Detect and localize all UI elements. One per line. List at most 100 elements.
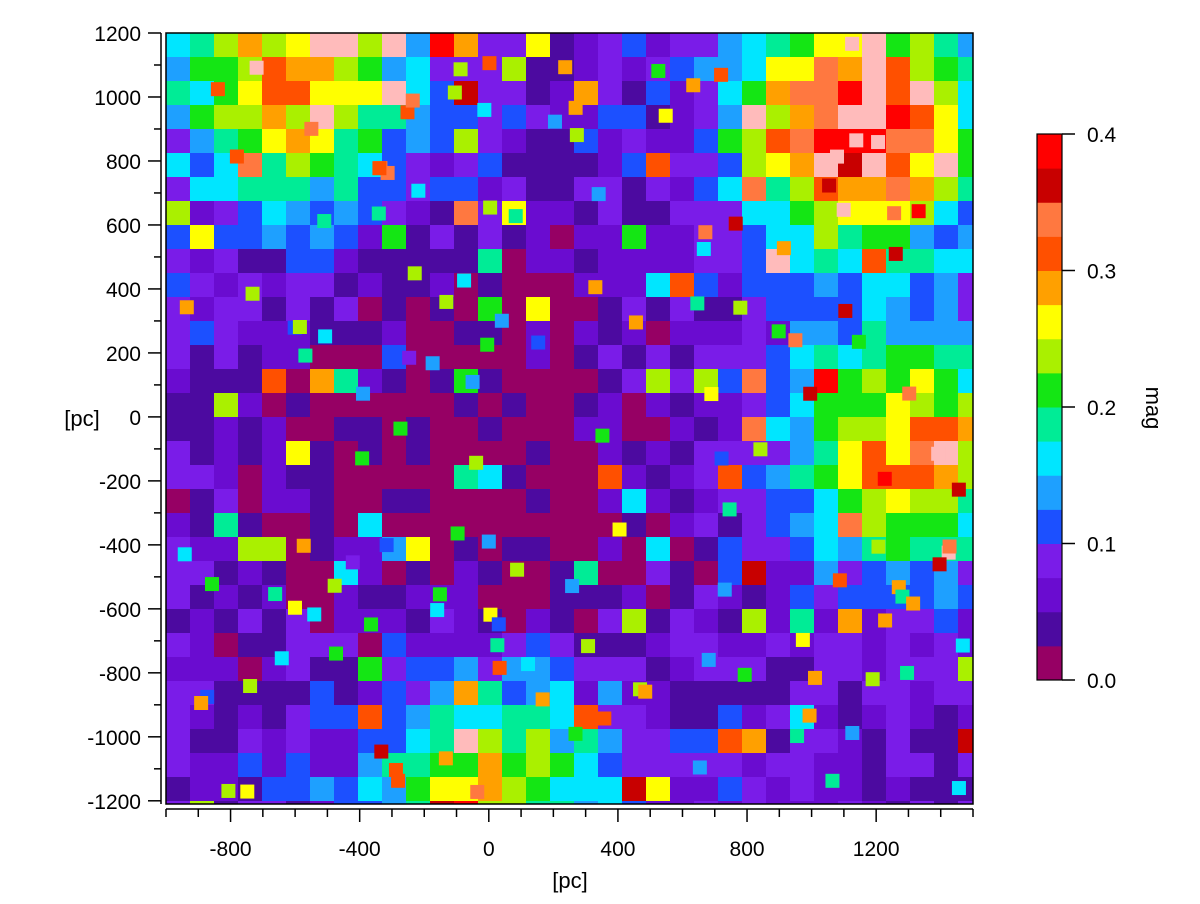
heatmap-cell [838, 801, 862, 804]
heatmap-cell [622, 201, 646, 225]
heatmap-cell [454, 489, 478, 513]
heatmap-cell [286, 81, 310, 105]
heatmap-cell [406, 153, 430, 177]
heatmap-cell [502, 57, 526, 81]
heatmap-cell [262, 561, 286, 585]
heatmap-cell [454, 201, 478, 225]
heatmap-cell [598, 609, 622, 633]
heatmap-cell [526, 225, 550, 249]
heatmap-cell [670, 561, 694, 585]
heatmap-cell [286, 441, 310, 465]
heatmap-cell [382, 249, 406, 273]
heatmap-cell [934, 369, 958, 393]
heatmap-cell [670, 681, 694, 705]
heatmap-cell [598, 345, 622, 369]
heatmap-cell [310, 153, 334, 177]
heatmap-patch [535, 692, 550, 707]
heatmap-cell [550, 705, 574, 729]
heatmap-cell [622, 369, 646, 393]
heatmap-patch [432, 587, 447, 602]
heatmap-cell [430, 561, 454, 585]
heatmap-cell [718, 273, 742, 297]
heatmap-cell [382, 57, 406, 81]
heatmap-cell [622, 465, 646, 489]
heatmap-patch [822, 178, 837, 193]
heatmap-cell [790, 441, 814, 465]
heatmap-cell [406, 441, 430, 465]
heatmap-cell [454, 321, 478, 345]
heatmap-cell [742, 393, 766, 417]
heatmap-cell [694, 153, 718, 177]
heatmap-cell [502, 273, 526, 297]
heatmap-cell [166, 369, 190, 393]
heatmap-cell [838, 345, 862, 369]
heatmap-cell [574, 777, 598, 801]
heatmap-patch [558, 60, 573, 75]
heatmap-patch [803, 386, 818, 401]
heatmap-cell [622, 657, 646, 681]
heatmap-cell [430, 657, 454, 681]
heatmap-cell [670, 201, 694, 225]
heatmap-cell [526, 585, 550, 609]
heatmap-cell [382, 657, 406, 681]
heatmap-cell [934, 729, 958, 753]
heatmap-cell [382, 273, 406, 297]
heatmap-cell [358, 465, 382, 489]
heatmap-cell [910, 177, 934, 201]
heatmap-cell [670, 489, 694, 513]
heatmap-cell [238, 417, 262, 441]
heatmap-cell [886, 153, 910, 177]
colorbar-tick-label: 0.0 [1087, 670, 1116, 693]
heatmap-patch [871, 135, 886, 150]
heatmap-cell [670, 585, 694, 609]
heatmap-cell [766, 801, 790, 804]
heatmap-cell [886, 129, 910, 153]
heatmap-cell [886, 81, 910, 105]
heatmap-patch [268, 587, 283, 602]
heatmap-cell [814, 249, 838, 273]
heatmap-patch [481, 534, 496, 549]
heatmap-cell [190, 441, 214, 465]
heatmap-cell [598, 801, 622, 804]
heatmap-patch [737, 667, 752, 682]
heatmap-cell [910, 705, 934, 729]
heatmap-cell [742, 465, 766, 489]
heatmap-cell [550, 249, 574, 273]
heatmap-cell [214, 225, 238, 249]
heatmap-cell [790, 153, 814, 177]
heatmap-cell [454, 345, 478, 369]
heatmap-cell [358, 225, 382, 249]
heatmap-cell [958, 681, 973, 705]
heatmap-cell [406, 489, 430, 513]
heatmap-patch [686, 78, 701, 93]
heatmap-patch [287, 600, 302, 615]
heatmap-cell [166, 513, 190, 537]
heatmap-cell [934, 201, 958, 225]
heatmap-cell [958, 249, 973, 273]
heatmap-cell [766, 33, 790, 57]
heatmap-cell [886, 681, 910, 705]
heatmap-cell [310, 729, 334, 753]
heatmap-cell [334, 201, 358, 225]
heatmap-cell [694, 777, 718, 801]
heatmap-patch [838, 303, 853, 318]
heatmap-cell [838, 465, 862, 489]
heatmap-cell [694, 489, 718, 513]
heatmap-cell [334, 153, 358, 177]
heatmap-cell [574, 465, 598, 489]
heatmap-cell [718, 153, 742, 177]
heatmap-patch [425, 356, 440, 371]
heatmap-cell [454, 609, 478, 633]
heatmap-cell [646, 249, 670, 273]
heatmap-cell [574, 705, 598, 729]
heatmap-cell [262, 777, 286, 801]
heatmap-cell [166, 777, 190, 801]
heatmap-patch [453, 62, 468, 77]
heatmap-cell [286, 513, 310, 537]
heatmap-cell [814, 801, 838, 804]
heatmap-cell [670, 657, 694, 681]
heatmap-patch [327, 578, 342, 593]
heatmap-cell [430, 513, 454, 537]
heatmap-cell [190, 105, 214, 129]
heatmap-cell [862, 369, 886, 393]
